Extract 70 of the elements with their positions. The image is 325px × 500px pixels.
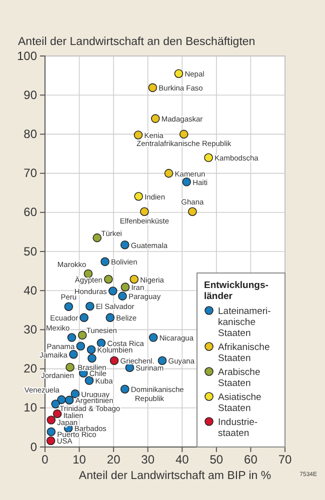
point: [120, 384, 130, 394]
point: [64, 302, 74, 312]
point: [66, 362, 74, 372]
y-tick-label: 60: [24, 205, 38, 220]
point: [96, 338, 106, 348]
legend-label: Arabische Staaten: [218, 367, 260, 389]
legend-label: Afrikanische Staaten: [218, 342, 270, 364]
point: [76, 342, 86, 351]
x-tick-label: 10: [72, 452, 86, 467]
point: [164, 168, 174, 178]
legend-title: Entwicklungs-länder: [204, 280, 268, 302]
point: [134, 192, 143, 201]
point: [108, 286, 118, 296]
y-tick-label: 90: [24, 88, 38, 102]
point: [188, 207, 197, 216]
point: [106, 313, 115, 322]
point: [51, 400, 60, 408]
point: [120, 282, 130, 292]
point: [158, 356, 167, 365]
point: [204, 153, 213, 162]
y-tick-label: 40: [24, 283, 38, 298]
y-tick-label: 20: [24, 362, 38, 376]
point: [69, 350, 78, 359]
point: [179, 130, 188, 139]
point: [46, 427, 56, 436]
point: [130, 274, 139, 284]
legend-label: Asiatische Staaten: [218, 392, 262, 414]
y-tick-label: 50: [24, 244, 38, 258]
point: [92, 233, 102, 242]
point: [148, 83, 158, 92]
point: [104, 274, 113, 284]
point: [134, 130, 143, 140]
x-tick-label: 60: [244, 452, 258, 467]
point: [64, 396, 74, 404]
y-tick-label: 100: [16, 48, 38, 63]
x-axis-title: Anteil der Landwirtschaft am BIP in %: [78, 470, 272, 482]
point: [46, 416, 56, 424]
point: [78, 330, 87, 340]
x-tick-label: 50: [210, 452, 224, 467]
x-tick-label: 70: [278, 452, 292, 467]
point: [100, 257, 110, 266]
x-tick-label: 0: [42, 452, 49, 467]
y-tick-label: 30: [24, 322, 38, 337]
point: [84, 376, 94, 385]
legend-label: Lateinameri-kanische Staaten: [218, 306, 271, 339]
y-tick-label: 0: [30, 440, 38, 454]
point: [86, 345, 96, 354]
x-tick-label: 30: [141, 452, 155, 467]
y-tick-label: 80: [24, 127, 38, 142]
point: [46, 436, 56, 446]
legend-label: Industrie-staaten: [218, 417, 258, 439]
point: [148, 333, 158, 342]
point: [110, 356, 119, 365]
point: [57, 395, 66, 404]
point: [151, 114, 160, 123]
point: [86, 302, 94, 311]
point: [80, 313, 88, 322]
y-tick-label: 10: [24, 400, 38, 415]
point: [70, 389, 80, 398]
x-tick-label: 40: [175, 452, 190, 467]
point: [174, 69, 184, 78]
point: [118, 292, 127, 300]
point: [67, 333, 76, 342]
point: [182, 178, 191, 186]
x-tick-label: 20: [106, 452, 121, 467]
point: [88, 354, 96, 363]
y-tick-label: 70: [24, 166, 38, 180]
point: [120, 240, 130, 250]
chart-title: Anteil der Landwirtschaft an den Beschäftigten: [18, 36, 256, 48]
point: [140, 207, 149, 216]
